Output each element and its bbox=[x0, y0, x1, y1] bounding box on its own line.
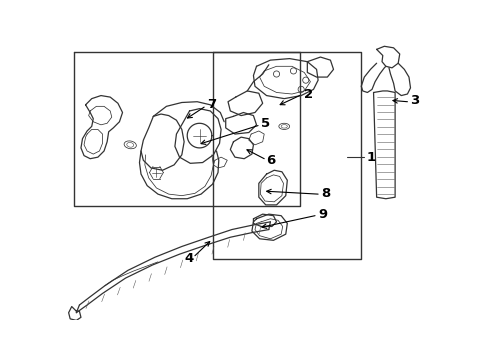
Text: 3: 3 bbox=[411, 94, 420, 107]
Text: 4: 4 bbox=[184, 252, 194, 265]
Text: 9: 9 bbox=[318, 208, 327, 221]
Text: 5: 5 bbox=[261, 117, 270, 130]
Text: 8: 8 bbox=[321, 187, 330, 200]
Text: 1: 1 bbox=[367, 150, 376, 164]
Text: 7: 7 bbox=[207, 98, 217, 111]
Text: 2: 2 bbox=[304, 87, 314, 100]
Text: 6: 6 bbox=[267, 154, 276, 167]
